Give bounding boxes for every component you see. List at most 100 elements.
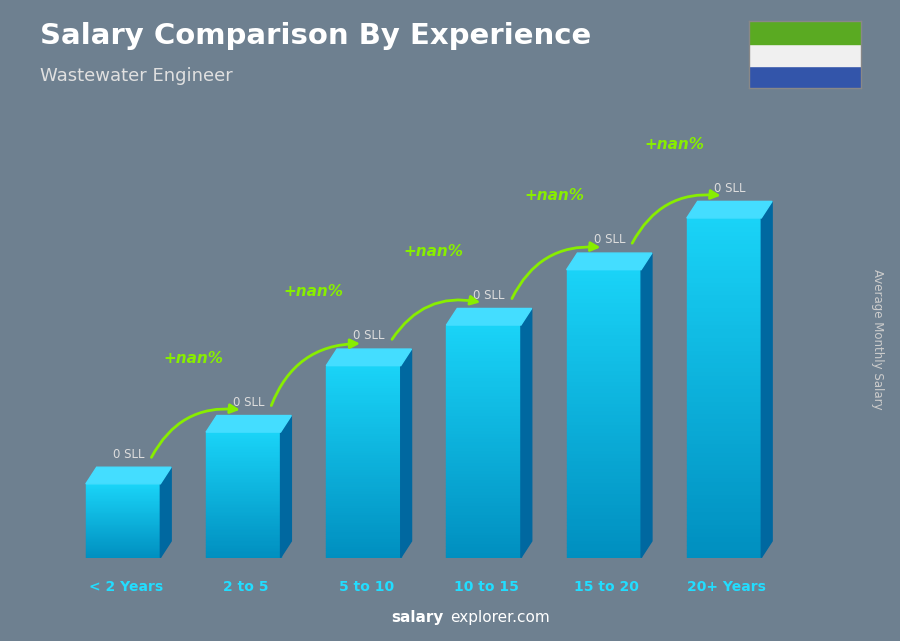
Bar bbox=[86, 535, 160, 537]
Bar bbox=[326, 452, 400, 454]
Bar bbox=[206, 497, 281, 498]
Bar bbox=[446, 503, 521, 505]
Bar bbox=[86, 488, 160, 489]
Polygon shape bbox=[160, 467, 171, 558]
Bar bbox=[749, 44, 861, 66]
Bar bbox=[206, 481, 281, 482]
Bar bbox=[326, 505, 400, 507]
Bar bbox=[326, 397, 400, 399]
Bar bbox=[86, 491, 160, 492]
Bar bbox=[86, 487, 160, 488]
Bar bbox=[206, 544, 281, 545]
Bar bbox=[326, 519, 400, 522]
Bar bbox=[206, 536, 281, 537]
Bar bbox=[446, 395, 521, 398]
Bar bbox=[206, 531, 281, 533]
Bar bbox=[567, 446, 641, 450]
Bar bbox=[326, 402, 400, 404]
Bar bbox=[567, 284, 641, 288]
Bar bbox=[446, 482, 521, 485]
Bar bbox=[326, 368, 400, 370]
Bar bbox=[687, 388, 761, 392]
Bar bbox=[446, 401, 521, 404]
Bar bbox=[206, 465, 281, 467]
Bar bbox=[326, 476, 400, 478]
Bar bbox=[446, 444, 521, 447]
Bar bbox=[687, 349, 761, 354]
Bar bbox=[446, 334, 521, 337]
Bar bbox=[687, 294, 761, 299]
Bar bbox=[326, 474, 400, 476]
Bar bbox=[206, 443, 281, 445]
Bar bbox=[567, 374, 641, 378]
Bar bbox=[687, 345, 761, 349]
Bar bbox=[206, 498, 281, 499]
Text: 0 SLL: 0 SLL bbox=[714, 182, 745, 195]
Bar bbox=[326, 548, 400, 551]
Bar bbox=[326, 490, 400, 493]
Bar bbox=[206, 537, 281, 539]
Bar bbox=[687, 507, 761, 511]
Bar bbox=[326, 515, 400, 517]
Bar bbox=[326, 438, 400, 440]
Bar bbox=[326, 392, 400, 394]
Bar bbox=[206, 503, 281, 504]
Bar bbox=[326, 426, 400, 428]
Bar bbox=[86, 533, 160, 534]
Bar bbox=[206, 434, 281, 435]
Bar bbox=[86, 557, 160, 558]
Bar bbox=[86, 508, 160, 509]
Bar bbox=[446, 467, 521, 470]
Bar bbox=[326, 467, 400, 469]
Bar bbox=[567, 313, 641, 317]
Bar bbox=[567, 493, 641, 497]
Bar bbox=[206, 515, 281, 517]
Bar bbox=[446, 342, 521, 345]
Bar bbox=[687, 537, 761, 541]
Bar bbox=[567, 378, 641, 381]
Bar bbox=[446, 535, 521, 537]
Bar bbox=[567, 338, 641, 342]
Bar bbox=[446, 427, 521, 429]
Bar bbox=[567, 551, 641, 554]
Bar bbox=[446, 389, 521, 392]
Bar bbox=[446, 488, 521, 491]
Bar bbox=[86, 520, 160, 522]
Bar bbox=[446, 337, 521, 340]
Bar bbox=[86, 534, 160, 535]
Bar bbox=[446, 429, 521, 433]
Bar bbox=[206, 454, 281, 456]
Bar bbox=[86, 507, 160, 508]
Bar bbox=[446, 392, 521, 395]
Bar bbox=[326, 553, 400, 555]
Bar bbox=[86, 484, 160, 485]
Bar bbox=[326, 375, 400, 378]
Bar bbox=[86, 550, 160, 551]
Bar bbox=[567, 342, 641, 345]
Bar bbox=[206, 492, 281, 494]
Bar bbox=[326, 457, 400, 459]
Bar bbox=[567, 281, 641, 284]
Bar bbox=[326, 404, 400, 406]
Bar bbox=[567, 349, 641, 353]
Bar bbox=[567, 489, 641, 493]
Bar bbox=[206, 501, 281, 503]
Bar bbox=[206, 506, 281, 508]
Bar bbox=[687, 226, 761, 231]
Bar bbox=[86, 486, 160, 487]
Bar bbox=[446, 453, 521, 456]
Bar bbox=[687, 281, 761, 286]
Bar bbox=[567, 547, 641, 551]
Bar bbox=[206, 550, 281, 551]
Bar bbox=[206, 494, 281, 495]
Bar bbox=[687, 396, 761, 401]
Bar bbox=[326, 481, 400, 483]
Bar bbox=[446, 406, 521, 410]
Bar bbox=[206, 509, 281, 511]
Bar bbox=[567, 468, 641, 471]
Text: Salary Comparison By Experience: Salary Comparison By Experience bbox=[40, 22, 592, 51]
Bar bbox=[446, 465, 521, 467]
Bar bbox=[687, 269, 761, 273]
Bar bbox=[687, 532, 761, 537]
Bar bbox=[206, 467, 281, 468]
